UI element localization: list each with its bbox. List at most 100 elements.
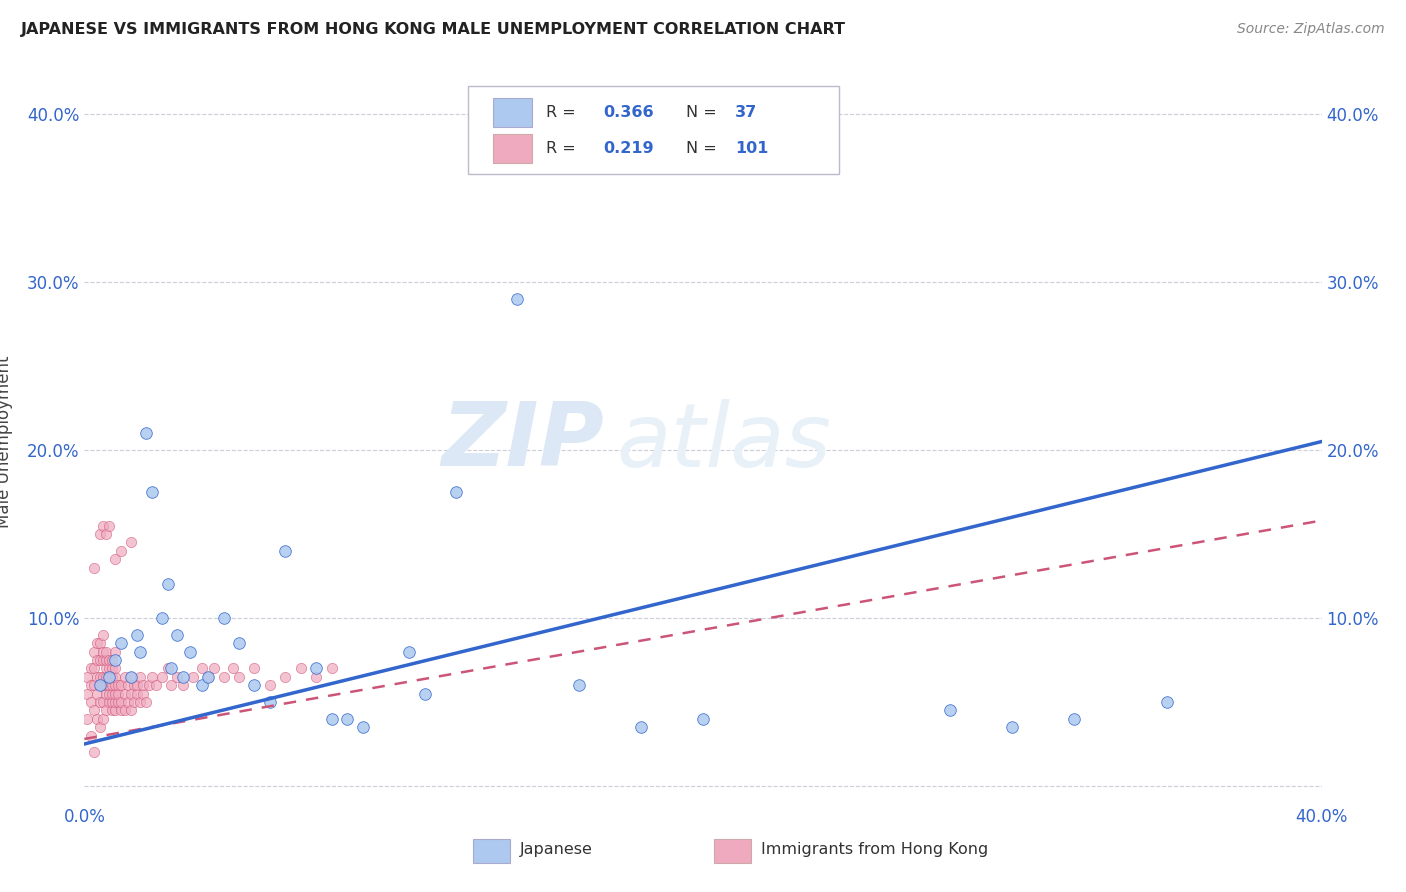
Text: 37: 37 [735, 105, 758, 120]
Point [104, 678, 127, 692]
Point [1063, 712, 1085, 726]
Point [129, 670, 152, 684]
Text: 0.366: 0.366 [603, 105, 654, 120]
Text: 101: 101 [735, 141, 769, 156]
Point [101, 678, 124, 692]
Point [398, 644, 420, 658]
Point [98, 653, 121, 667]
Point [86, 670, 108, 684]
Point [228, 670, 250, 684]
Point [104, 552, 127, 566]
Y-axis label: Male Unemployment: Male Unemployment [0, 355, 13, 528]
Point [135, 426, 157, 441]
Point [94, 527, 117, 541]
Point [98, 687, 121, 701]
Point [120, 687, 142, 701]
Point [259, 678, 281, 692]
Point [568, 678, 591, 692]
Point [243, 661, 266, 675]
Text: R =: R = [546, 141, 581, 156]
Point [101, 661, 124, 675]
Text: atlas: atlas [616, 399, 831, 484]
Point [444, 485, 467, 500]
Point [110, 678, 132, 692]
Point [94, 653, 117, 667]
Point [120, 670, 142, 684]
Point [166, 670, 188, 684]
Point [336, 712, 359, 726]
Point [79, 661, 101, 675]
Point [132, 687, 155, 701]
Text: Immigrants from Hong Kong: Immigrants from Hong Kong [761, 842, 988, 857]
Point [86, 636, 108, 650]
Text: ZIP: ZIP [441, 398, 605, 485]
Point [156, 577, 179, 591]
Point [145, 678, 167, 692]
FancyBboxPatch shape [492, 98, 533, 127]
Point [117, 695, 139, 709]
Point [94, 661, 117, 675]
Text: JAPANESE VS IMMIGRANTS FROM HONG KONG MALE UNEMPLOYMENT CORRELATION CHART: JAPANESE VS IMMIGRANTS FROM HONG KONG MA… [21, 22, 846, 37]
Point [212, 611, 235, 625]
Point [138, 678, 160, 692]
Text: Japanese: Japanese [520, 842, 593, 857]
Text: N =: N = [686, 141, 717, 156]
Point [692, 712, 714, 726]
Point [181, 670, 204, 684]
Point [91, 678, 114, 692]
Point [939, 703, 962, 717]
Point [129, 644, 152, 658]
Point [114, 687, 136, 701]
Point [94, 687, 117, 701]
Point [160, 661, 183, 675]
Point [104, 695, 127, 709]
Point [94, 703, 117, 717]
Point [101, 653, 124, 667]
Point [91, 712, 114, 726]
Point [98, 695, 121, 709]
Point [630, 720, 652, 734]
Point [122, 695, 145, 709]
Point [274, 670, 297, 684]
Point [76, 687, 98, 701]
Point [243, 678, 266, 692]
Text: R =: R = [546, 105, 581, 120]
Point [166, 628, 188, 642]
Point [197, 670, 219, 684]
Point [191, 678, 214, 692]
Point [86, 687, 108, 701]
Point [259, 695, 281, 709]
Point [135, 695, 157, 709]
Point [98, 670, 121, 684]
FancyBboxPatch shape [714, 838, 751, 863]
Text: 0.219: 0.219 [603, 141, 654, 156]
Point [89, 678, 111, 692]
Point [104, 703, 127, 717]
Point [79, 729, 101, 743]
Point [98, 670, 121, 684]
Point [114, 703, 136, 717]
Point [89, 653, 111, 667]
Point [150, 611, 173, 625]
Point [120, 535, 142, 549]
FancyBboxPatch shape [492, 135, 533, 163]
Point [506, 292, 529, 306]
Point [107, 678, 129, 692]
Point [1001, 720, 1024, 734]
Point [91, 518, 114, 533]
Point [89, 670, 111, 684]
Point [83, 560, 105, 574]
Point [104, 670, 127, 684]
Point [413, 687, 436, 701]
Point [191, 661, 214, 675]
Point [141, 485, 163, 500]
Point [228, 636, 250, 650]
Point [114, 670, 136, 684]
Point [98, 678, 121, 692]
Point [83, 678, 105, 692]
Point [83, 703, 105, 717]
Text: Source: ZipAtlas.com: Source: ZipAtlas.com [1237, 22, 1385, 37]
Point [94, 670, 117, 684]
Point [305, 661, 328, 675]
Point [104, 653, 127, 667]
